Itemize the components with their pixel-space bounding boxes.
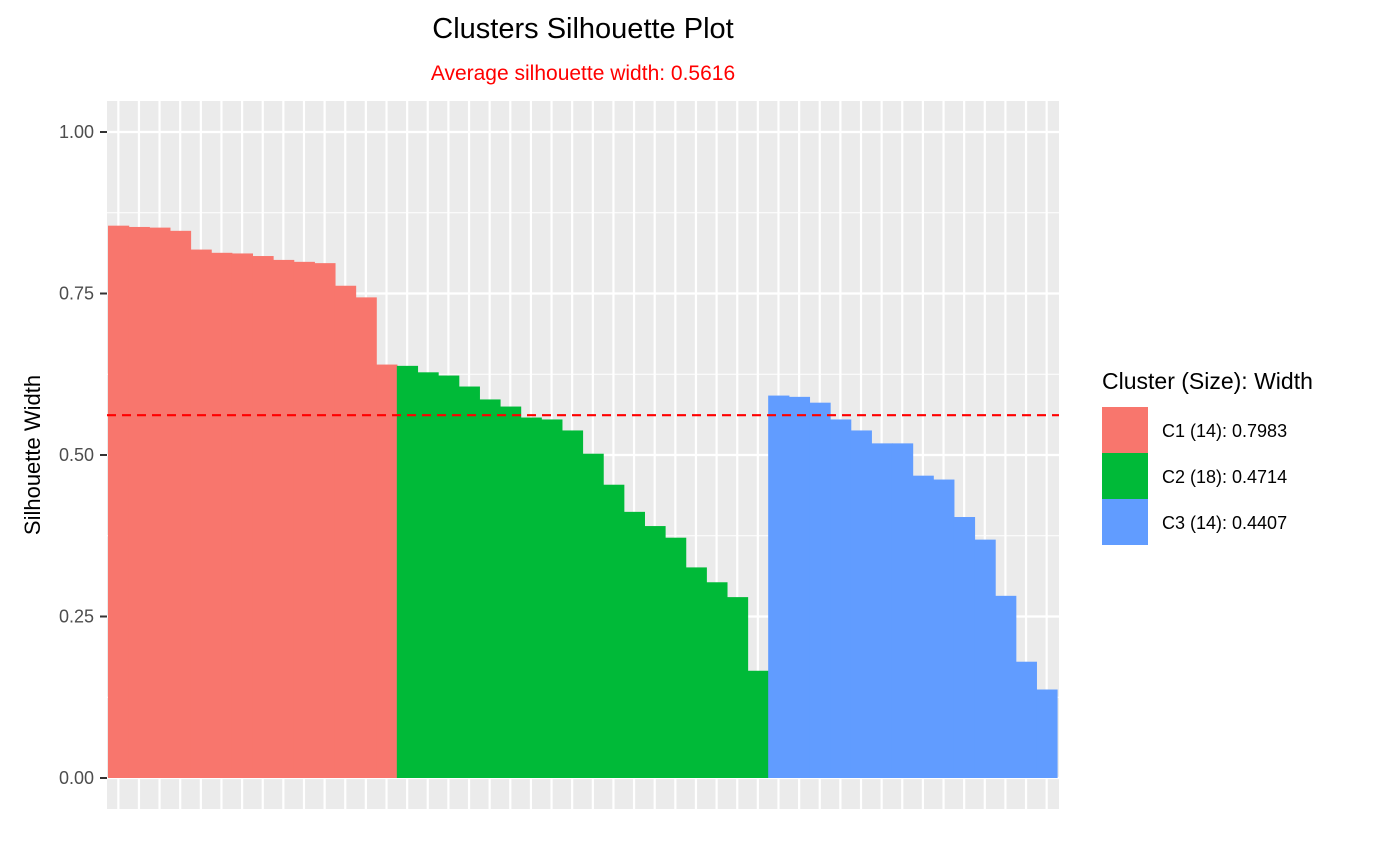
y-tick-label: 0.00 <box>59 768 94 788</box>
y-tick-label: 0.75 <box>59 284 94 304</box>
silhouette-bar <box>891 443 914 778</box>
silhouette-bar <box>1036 689 1058 778</box>
silhouette-bar <box>933 479 955 778</box>
y-axis: 0.00 0.25 0.50 0.75 1.00 <box>59 122 107 788</box>
silhouette-bar <box>520 417 542 778</box>
silhouette-bar <box>706 582 728 778</box>
legend-items: C1 (14): 0.7983 C2 (18): 0.4714 C3 (14): 0… <box>1102 407 1287 545</box>
silhouette-bar <box>726 597 749 778</box>
silhouette-bar <box>417 372 439 778</box>
silhouette-bar <box>1015 661 1037 778</box>
silhouette-bar <box>665 537 687 778</box>
silhouette-bar <box>479 399 501 778</box>
silhouette-bar <box>644 526 666 778</box>
silhouette-bar <box>541 419 563 778</box>
silhouette-bar <box>128 226 150 778</box>
chart-subtitle: Average silhouette width: 0.5616 <box>431 62 735 85</box>
silhouette-bar <box>499 406 522 778</box>
silhouette-bar <box>169 230 192 778</box>
silhouette-bar <box>293 261 315 778</box>
legend-label: C3 (14): 0.4407 <box>1162 513 1287 533</box>
silhouette-bar <box>458 386 480 778</box>
silhouette-bar <box>252 256 274 779</box>
silhouette-bar <box>995 595 1017 778</box>
legend-swatch <box>1102 499 1148 545</box>
bars-group <box>108 225 1058 779</box>
silhouette-bar <box>850 430 872 778</box>
silhouette-bar <box>376 364 398 778</box>
silhouette-bar <box>396 365 419 778</box>
silhouette-bar <box>953 517 976 778</box>
silhouette-bar <box>974 539 996 778</box>
silhouette-bar <box>871 443 893 778</box>
y-tick-label: 1.00 <box>59 122 94 142</box>
silhouette-bar <box>603 484 625 778</box>
silhouette-bar <box>809 402 831 778</box>
legend-swatch <box>1102 407 1148 453</box>
chart-title: Clusters Silhouette Plot <box>432 13 733 45</box>
silhouette-bar <box>438 375 460 778</box>
silhouette-bar <box>149 227 171 778</box>
silhouette-bar <box>912 475 934 778</box>
legend-label: C1 (14): 0.7983 <box>1162 421 1287 441</box>
silhouette-bar <box>623 511 645 778</box>
y-tick-label: 0.25 <box>59 607 94 627</box>
legend-label: C2 (18): 0.4714 <box>1162 467 1287 487</box>
y-tick-label: 0.50 <box>59 445 94 465</box>
silhouette-bar <box>211 252 233 778</box>
legend-title: Cluster (Size): Width <box>1102 368 1313 394</box>
silhouette-bar <box>582 453 604 778</box>
silhouette-bar <box>273 259 295 779</box>
legend: Cluster (Size): Width C1 (14): 0.7983 C2 … <box>1102 368 1313 545</box>
silhouette-bar <box>231 253 254 778</box>
silhouette-bar <box>747 670 769 778</box>
silhouette-bar <box>190 249 212 778</box>
y-axis-title: Silhouette Width <box>20 375 45 535</box>
silhouette-bar <box>685 567 707 778</box>
silhouette-bar <box>334 285 357 778</box>
silhouette-bar <box>561 430 584 778</box>
silhouette-bar <box>108 225 130 779</box>
silhouette-bar <box>314 263 336 778</box>
legend-swatch <box>1102 453 1148 499</box>
silhouette-bar <box>768 395 790 778</box>
silhouette-bar <box>830 419 852 778</box>
silhouette-bar <box>355 297 377 778</box>
silhouette-bar <box>788 396 811 778</box>
